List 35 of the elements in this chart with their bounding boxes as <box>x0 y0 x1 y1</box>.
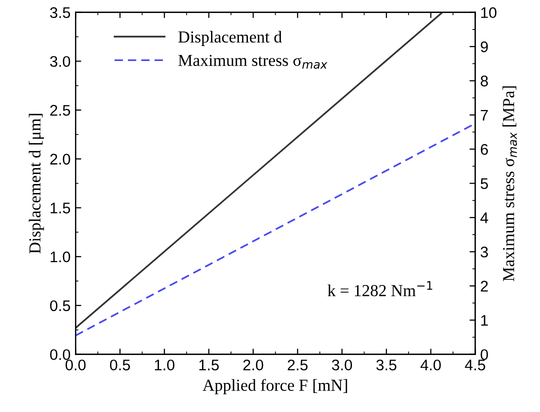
x-tick-label: 2.0 <box>243 360 264 370</box>
x-tick-label: 3.0 <box>332 360 352 370</box>
x-tick-label: 2.5 <box>288 360 308 370</box>
y-tick-label: 2.0 <box>50 154 70 165</box>
y2-tick-label: 0 <box>480 349 488 360</box>
x-tick-label: 3.5 <box>376 360 396 370</box>
y2-tick-label: 10 <box>481 7 496 18</box>
y2-tick-label: 3 <box>480 246 488 258</box>
x-tick-label: 0.0 <box>66 360 86 370</box>
y-tick-label: 1.0 <box>50 251 70 262</box>
x-tick-label: 4.0 <box>420 360 441 370</box>
y2-tick-label: 9 <box>480 41 488 52</box>
legend-label: Displacement d <box>178 30 282 46</box>
y2-tick-label: 5 <box>480 178 488 190</box>
x-tick-label: 1.5 <box>199 360 219 370</box>
x-tick-label: 0.5 <box>110 360 130 370</box>
y-tick-label: 2.5 <box>50 104 70 116</box>
y-tick-label: 3.0 <box>50 56 70 67</box>
y2-axis-title: Maximum stress σ$_{max}$ [MPa] <box>502 86 517 282</box>
y-axis-title: Displacement d [μm] <box>28 114 44 254</box>
y-tick-label: 1.5 <box>50 202 70 214</box>
x-tick-label: 1.0 <box>154 360 174 370</box>
y2-tick-label: 2 <box>480 280 488 292</box>
x-axis-title: Applied force F [mN] <box>202 378 348 394</box>
y-tick-label: 0.0 <box>50 349 70 360</box>
y2-tick-label: 1 <box>481 315 488 326</box>
y2-tick-label: 6 <box>480 144 488 155</box>
legend-label: Maximum stress σ$_{max}$ <box>178 54 328 69</box>
y-tick-label: 0.5 <box>50 300 70 312</box>
annotation: k = 1282 Nm$^{−1}$ <box>328 281 432 296</box>
y2-tick-label: 7 <box>480 110 488 120</box>
x-tick-label: 4.5 <box>464 360 486 370</box>
y-tick-label: 3.5 <box>50 7 70 18</box>
y2-tick-label: 4 <box>480 212 488 224</box>
y2-tick-label: 8 <box>480 76 488 86</box>
